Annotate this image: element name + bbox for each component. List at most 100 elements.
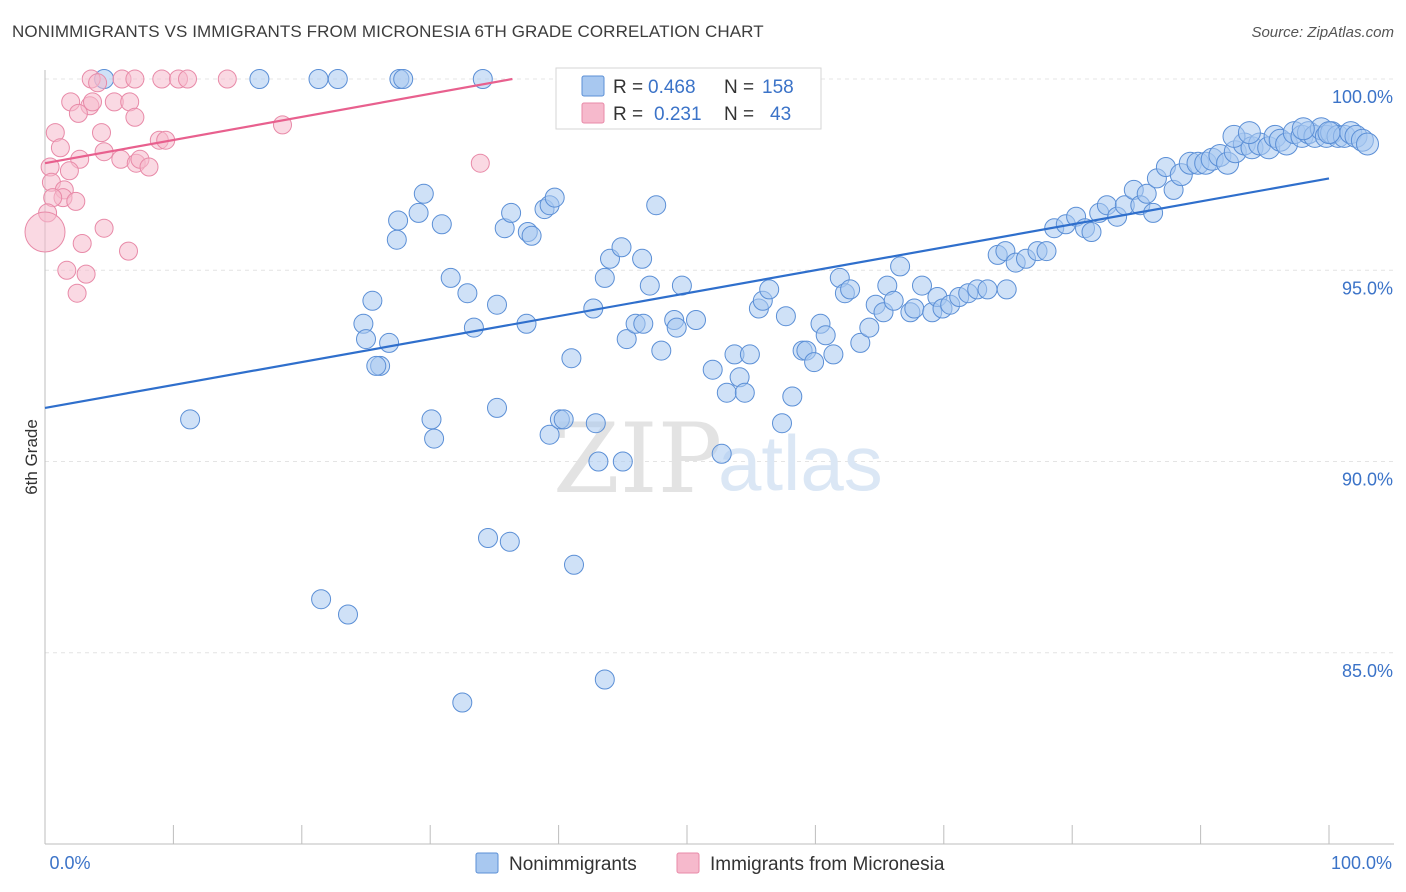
- nonimmigrant-point: [772, 413, 792, 434]
- bottom-legend-label-micronesia: Immigrants from Micronesia: [710, 854, 945, 875]
- micronesia-point: [50, 138, 70, 158]
- series-nonimmigrants-points: [94, 69, 1379, 713]
- nonimmigrant-point: [616, 329, 637, 350]
- nonimmigrant-point: [338, 604, 358, 625]
- nonimmigrant-point: [823, 344, 844, 365]
- nonimmigrant-point: [759, 279, 780, 300]
- micronesia-point: [59, 161, 79, 181]
- y-tick-label: 100.0%: [1332, 87, 1393, 107]
- y-tick-label: 95.0%: [1342, 278, 1393, 298]
- legend-r-label-micronesia: R =: [613, 104, 643, 125]
- nonimmigrant-point: [393, 69, 414, 89]
- nonimmigrant-point: [639, 275, 660, 296]
- nonimmigrant-point: [1356, 132, 1379, 156]
- micronesia-point: [470, 153, 490, 173]
- nonimmigrant-point: [1036, 241, 1057, 262]
- nonimmigrant-point: [327, 69, 348, 89]
- source-label: Source: ZipAtlas.com: [1251, 24, 1394, 41]
- nonimmigrant-point: [478, 528, 498, 548]
- legend-n-value-nonimmigrants: 158: [762, 77, 794, 98]
- nonimmigrant-point: [977, 279, 998, 300]
- nonimmigrant-point: [686, 310, 706, 330]
- nonimmigrant-point: [421, 409, 442, 430]
- nonimmigrant-point: [413, 183, 434, 204]
- nonimmigrant-point: [1237, 121, 1261, 145]
- nonimmigrant-point: [356, 329, 376, 350]
- y-tick-label: 90.0%: [1342, 470, 1393, 490]
- nonimmigrant-point: [440, 267, 461, 288]
- y-axis-tick-labels: 85.0% 90.0% 95.0% 100.0%: [1332, 87, 1393, 681]
- micronesia-point: [217, 69, 237, 89]
- nonimmigrant-point: [702, 359, 723, 380]
- nonimmigrant-point: [487, 294, 507, 315]
- nonimmigrant-point: [521, 225, 542, 246]
- nonimmigrant-point: [499, 531, 520, 552]
- nonimmigrant-point: [739, 344, 760, 365]
- x-axis-ticks: [172, 825, 1330, 844]
- trend-line-nonimmigrants: [44, 177, 1330, 410]
- nonimmigrant-point: [1291, 117, 1315, 141]
- micronesia-point: [92, 123, 111, 143]
- nonimmigrant-point: [564, 554, 584, 575]
- nonimmigrant-point: [424, 428, 445, 449]
- micronesia-point: [67, 283, 87, 303]
- nonimmigrant-point: [666, 317, 687, 338]
- trend-lines: [44, 77, 1330, 410]
- nonimmigrant-point: [311, 589, 332, 610]
- nonimmigrant-point: [463, 317, 484, 338]
- nonimmigrant-point: [366, 355, 387, 376]
- nonimmigrant-point: [804, 352, 825, 373]
- nonimmigrant-point: [734, 382, 755, 403]
- nonimmigrant-point: [386, 229, 407, 250]
- legend-swatch-nonimmigrants: [581, 75, 605, 97]
- nonimmigrant-point: [904, 298, 925, 319]
- nonimmigrant-point: [539, 424, 560, 445]
- nonimmigrant-point: [611, 237, 632, 258]
- nonimmigrant-point: [815, 325, 836, 346]
- nonimmigrant-point: [859, 317, 880, 338]
- micronesia-point: [68, 103, 88, 123]
- nonimmigrant-point: [408, 202, 429, 223]
- micronesia-point: [178, 69, 197, 89]
- micronesia-point: [66, 191, 86, 211]
- nonimmigrant-point: [1143, 202, 1164, 223]
- micronesia-point: [152, 69, 172, 89]
- nonimmigrant-point: [632, 248, 653, 269]
- nonimmigrant-point: [912, 275, 932, 296]
- nonimmigrant-point: [594, 267, 615, 288]
- bottom-legend: Nonimmigrants Immigrants from Micronesia: [475, 852, 945, 875]
- nonimmigrant-point: [431, 214, 452, 235]
- nonimmigrant-point: [487, 397, 507, 418]
- watermark-atlas: atlas: [718, 419, 883, 507]
- nonimmigrant-point: [711, 443, 732, 464]
- y-axis-label: 6th Grade: [22, 419, 41, 495]
- nonimmigrant-point: [452, 692, 473, 713]
- nonimmigrant-point: [544, 187, 565, 208]
- micronesia-point: [76, 264, 96, 284]
- chart-title: NONIMMIGRANTS VS IMMIGRANTS FROM MICRONE…: [12, 22, 764, 41]
- micronesia-point: [125, 107, 145, 127]
- legend: R = 0.468 N = 158 R = 0.231 N = 43: [555, 67, 822, 130]
- micronesia-point: [88, 73, 108, 93]
- nonimmigrant-point: [850, 332, 871, 353]
- x-tick-label-max: 100.0%: [1331, 853, 1392, 873]
- nonimmigrant-point: [646, 195, 667, 216]
- nonimmigrant-point: [362, 290, 383, 311]
- nonimmigrant-point: [1136, 183, 1157, 204]
- micronesia-point: [24, 211, 66, 253]
- nonimmigrant-point: [308, 69, 329, 89]
- nonimmigrant-point: [612, 451, 633, 472]
- nonimmigrant-point: [883, 290, 904, 311]
- nonimmigrant-point: [651, 340, 672, 361]
- trend-line-micronesia: [44, 77, 513, 165]
- nonimmigrant-point: [585, 413, 606, 434]
- legend-r-value-nonimmigrants: 0.468: [648, 77, 696, 98]
- nonimmigrant-point: [561, 348, 582, 369]
- legend-n-label-micronesia: N =: [724, 104, 754, 125]
- legend-r-label-nonimmigrants: R =: [613, 77, 643, 98]
- nonimmigrant-point: [594, 669, 615, 690]
- nonimmigrant-point: [633, 313, 654, 334]
- bottom-legend-swatch-micronesia: [676, 852, 700, 874]
- nonimmigrant-point: [1317, 121, 1341, 145]
